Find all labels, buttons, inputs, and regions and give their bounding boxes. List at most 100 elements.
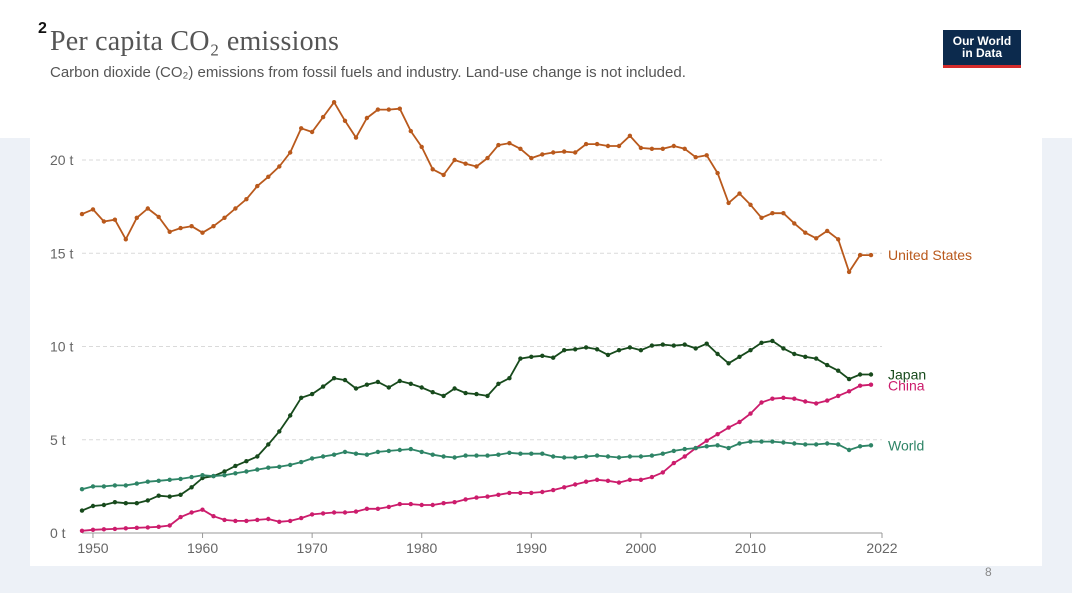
data-point <box>562 149 567 154</box>
data-point <box>616 348 622 353</box>
data-point <box>693 445 698 451</box>
data-point <box>496 142 501 148</box>
data-point <box>726 425 731 430</box>
data-point <box>594 141 600 147</box>
data-point <box>583 454 589 459</box>
data-point <box>616 455 622 460</box>
data-point <box>375 449 381 455</box>
data-point <box>792 441 797 446</box>
data-point <box>288 462 293 468</box>
data-point <box>649 343 655 348</box>
series-line-united-states <box>81 101 871 273</box>
data-point <box>485 393 490 399</box>
data-point <box>145 206 150 211</box>
data-point <box>397 501 402 507</box>
data-point <box>299 459 304 465</box>
data-point <box>463 390 468 396</box>
data-point <box>342 377 348 383</box>
data-point <box>583 479 589 484</box>
data-point <box>671 460 676 466</box>
x-tick-label: 2000 <box>625 540 656 556</box>
data-point <box>803 354 808 359</box>
series-label-japan: Japan <box>888 366 926 382</box>
data-point <box>616 480 622 485</box>
data-point <box>726 445 731 451</box>
data-point <box>200 507 205 512</box>
data-point <box>638 348 644 353</box>
data-point <box>386 504 391 510</box>
data-point <box>277 519 282 524</box>
data-point <box>529 354 534 359</box>
data-point <box>715 432 720 437</box>
data-point <box>540 451 545 456</box>
data-point <box>364 506 370 511</box>
data-point <box>485 494 490 499</box>
data-point <box>178 225 183 231</box>
data-point <box>825 228 830 234</box>
data-point <box>748 411 753 416</box>
data-point <box>660 470 665 475</box>
series-line-japan <box>81 339 871 512</box>
data-point <box>266 174 271 179</box>
data-point <box>364 452 370 457</box>
data-point <box>682 446 687 452</box>
data-point <box>112 526 118 532</box>
data-point <box>759 215 764 220</box>
data-point <box>540 353 545 358</box>
data-point <box>331 100 337 105</box>
data-point <box>737 419 742 425</box>
chart-subtitle: Carbon dioxide (CO₂) emissions from foss… <box>50 64 686 81</box>
data-point <box>638 454 644 459</box>
data-point <box>627 454 633 459</box>
series-china <box>79 382 874 533</box>
data-point <box>353 135 359 140</box>
data-point <box>627 477 633 482</box>
data-point <box>430 502 435 508</box>
data-point <box>814 442 819 447</box>
data-point <box>551 355 556 360</box>
data-point <box>123 501 128 506</box>
x-tick-label: 1950 <box>77 540 108 556</box>
data-point <box>178 514 183 520</box>
data-point <box>309 129 315 135</box>
data-point <box>814 401 819 406</box>
data-point <box>857 372 863 377</box>
data-point <box>748 202 753 207</box>
data-point <box>233 206 238 211</box>
series-label-united-states: United States <box>888 247 972 263</box>
owid-logo[interactable]: Our World in Data <box>943 30 1021 68</box>
data-point <box>408 128 413 134</box>
data-point <box>518 490 523 496</box>
data-point <box>693 346 698 351</box>
data-point <box>112 500 118 505</box>
data-point <box>90 503 96 509</box>
data-point <box>704 341 709 346</box>
data-point <box>770 338 775 344</box>
data-point <box>704 438 709 443</box>
data-point <box>211 224 216 229</box>
data-point <box>573 482 578 487</box>
data-point <box>90 527 96 532</box>
data-point <box>846 376 852 382</box>
data-point <box>101 219 107 224</box>
data-point <box>836 368 841 373</box>
data-point <box>309 512 315 517</box>
data-point <box>649 474 655 480</box>
data-point <box>101 484 107 489</box>
grid-layer <box>82 159 882 441</box>
data-point <box>518 451 523 456</box>
data-point <box>649 146 655 151</box>
data-point <box>277 429 282 434</box>
data-point <box>605 478 611 483</box>
data-point <box>726 361 731 366</box>
data-point <box>430 390 435 395</box>
data-point <box>90 207 96 212</box>
data-point <box>233 518 238 524</box>
data-point <box>792 351 797 357</box>
data-point <box>452 455 457 460</box>
series-layer <box>79 100 874 533</box>
data-point <box>715 351 720 357</box>
data-point <box>441 454 446 459</box>
data-point <box>474 495 479 500</box>
data-point <box>496 381 501 386</box>
